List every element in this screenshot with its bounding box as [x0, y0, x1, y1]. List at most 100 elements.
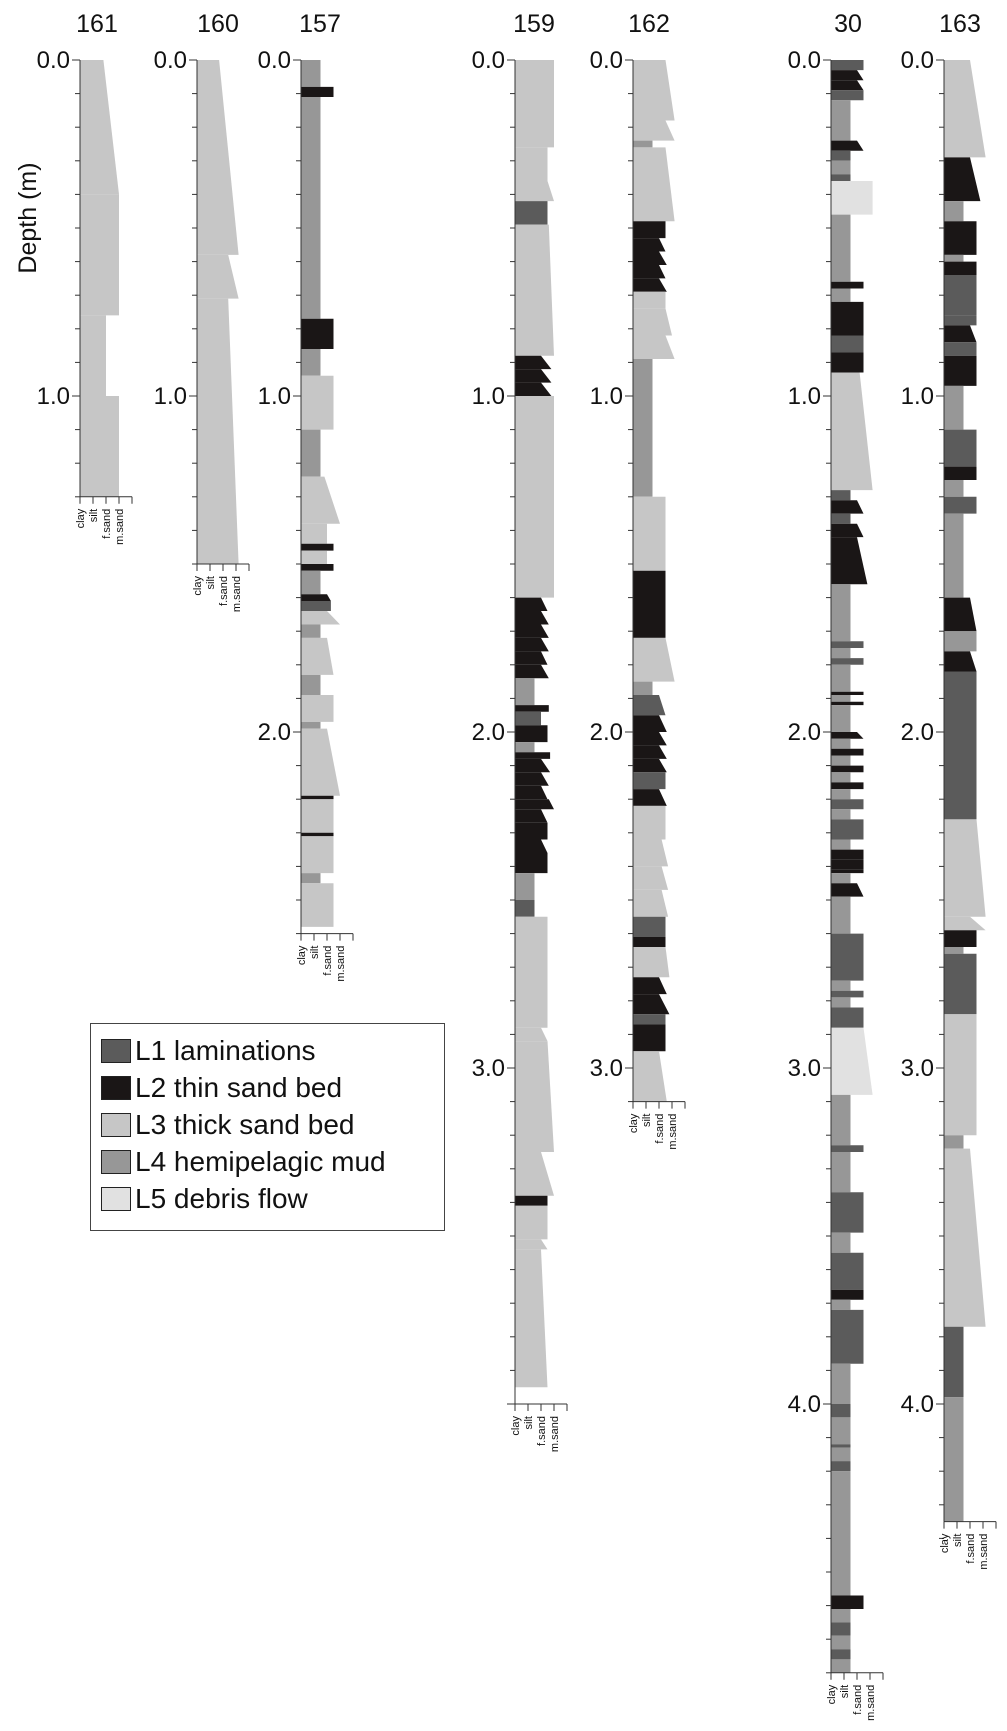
- legend-item-l3: L3 thick sand bed: [101, 1108, 355, 1142]
- layer-l3: [633, 308, 672, 336]
- layer-l2: [831, 352, 864, 373]
- layer-l3: [197, 60, 239, 255]
- layer-l4: [831, 789, 851, 800]
- layer-l3: [515, 1041, 554, 1152]
- depth-tick-label: 1.0: [472, 383, 505, 410]
- depth-tick-label: 1.0: [901, 383, 934, 410]
- layer-l5: [831, 181, 873, 215]
- layer-l2: [831, 281, 864, 289]
- legend: L1 laminations L2 thin sand bed L3 thick…: [90, 1023, 445, 1231]
- layer-l4: [831, 1417, 851, 1445]
- layer-l4: [944, 385, 964, 430]
- layer-l4: [633, 359, 653, 497]
- layer-l2: [831, 691, 864, 695]
- layer-l2: [633, 758, 667, 773]
- layer-l3: [515, 1249, 548, 1388]
- grain-size-label: silt: [205, 576, 217, 589]
- layer-l2: [944, 157, 981, 202]
- depth-tick-label: 0.0: [472, 47, 505, 74]
- layer-l3: [633, 291, 666, 309]
- layer-l4: [831, 1609, 851, 1623]
- layer-l4: [944, 1135, 964, 1149]
- layer-l3: [301, 476, 340, 524]
- core-id-label: 157: [299, 10, 341, 38]
- layer-l4: [944, 480, 964, 497]
- layer-l2: [515, 369, 552, 383]
- depth-tick-label: 1.0: [258, 383, 291, 410]
- layer-l4: [831, 160, 851, 175]
- layer-l2: [633, 994, 670, 1015]
- depth-tick-label: 0.0: [590, 47, 623, 74]
- layer-l1: [831, 1309, 864, 1364]
- layer-l3: [80, 194, 119, 316]
- layer-l3: [633, 120, 675, 141]
- layer-l2: [831, 732, 864, 739]
- layer-l1: [831, 90, 864, 101]
- layer-l2: [301, 318, 334, 349]
- layer-l4: [944, 513, 964, 598]
- layer-l3: [633, 60, 675, 121]
- layer-l4: [301, 721, 321, 729]
- layer-l4: [831, 695, 851, 702]
- layer-l2: [515, 839, 548, 853]
- layer-l4: [633, 681, 653, 695]
- layer-l2: [944, 221, 977, 255]
- layer-l2: [515, 785, 548, 800]
- layer-l2: [515, 809, 548, 823]
- layer-l1: [831, 933, 864, 981]
- layer-l5: [831, 1027, 873, 1095]
- layer-l4: [633, 140, 653, 148]
- layer-l4: [944, 631, 977, 652]
- layer-l2: [301, 795, 334, 800]
- depth-tick-label: 3.0: [788, 1055, 821, 1082]
- layer-l2: [633, 715, 667, 732]
- layer-l1: [301, 601, 331, 611]
- grain-size-label: silt: [839, 1685, 851, 1698]
- layer-l3: [515, 60, 554, 148]
- layer-l1: [831, 819, 864, 840]
- core-id-label: 159: [513, 10, 555, 38]
- layer-l3: [944, 916, 986, 931]
- layer-l3: [80, 60, 119, 195]
- layer-l1: [831, 150, 851, 161]
- layer-l4: [831, 1363, 851, 1404]
- legend-swatch-l5: [101, 1187, 131, 1211]
- layer-l4: [301, 349, 321, 376]
- layer-l3: [515, 224, 554, 356]
- legend-item-l4: L4 hemipelagic mud: [101, 1145, 386, 1179]
- layer-l2: [633, 937, 666, 947]
- layer-l3: [515, 147, 548, 181]
- layer-l3: [633, 866, 669, 890]
- layer-l1: [831, 513, 851, 524]
- layer-l3: [301, 883, 334, 927]
- layer-l3: [301, 799, 334, 833]
- layer-l3: [301, 637, 334, 675]
- layer-l2: [515, 822, 548, 840]
- layer-l4: [831, 1659, 851, 1673]
- layer-l2: [515, 355, 552, 370]
- layer-l4: [831, 1299, 851, 1310]
- depth-tick-label: 0.0: [154, 47, 187, 74]
- layer-l2: [944, 261, 977, 275]
- depth-tick-label: 3.0: [472, 1055, 505, 1082]
- layer-l2: [515, 611, 549, 625]
- depth-tick-label: 0.0: [258, 47, 291, 74]
- legend-item-l5: L5 debris flow: [101, 1182, 308, 1216]
- layer-l2: [515, 752, 551, 759]
- layer-l2: [515, 624, 549, 638]
- layer-l3: [301, 550, 327, 564]
- layer-l3: [515, 1027, 548, 1042]
- layer-l2: [633, 1024, 666, 1052]
- layer-l2: [831, 782, 864, 790]
- layer-l2: [515, 758, 551, 773]
- grain-size-label: clay: [75, 508, 87, 528]
- layer-l1: [831, 799, 864, 810]
- layer-l3: [515, 1205, 548, 1240]
- legend-swatch-l3: [101, 1113, 131, 1137]
- layer-l2: [515, 725, 548, 743]
- layer-l2: [831, 701, 864, 706]
- depth-tick-label: 3.0: [901, 1055, 934, 1082]
